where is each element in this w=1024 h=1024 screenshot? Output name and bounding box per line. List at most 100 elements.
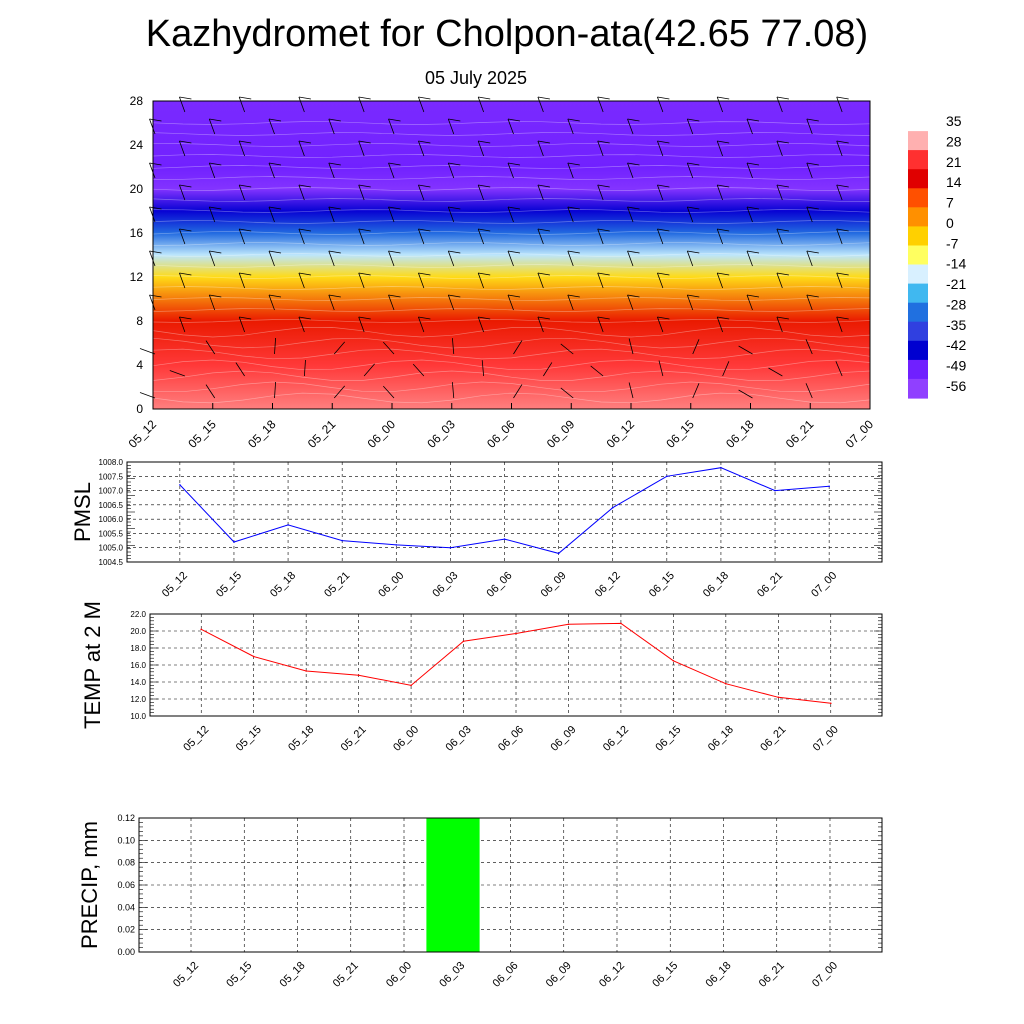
wind-barb-flag	[418, 272, 431, 276]
wind-barb	[418, 96, 425, 113]
pmsl-point	[341, 539, 344, 542]
colorbar-swatch	[908, 226, 928, 247]
wind-barb	[567, 162, 574, 179]
wind-barb-flag	[179, 316, 192, 320]
wind-barb-flag	[478, 140, 491, 144]
wind-barb	[537, 228, 544, 245]
x-tick-label: 06_18	[701, 570, 731, 600]
y-tick-label: 0.02	[117, 925, 135, 935]
contour-line	[152, 392, 871, 404]
wind-barb-flag	[657, 272, 670, 276]
wind-barb-flag	[298, 184, 311, 188]
wind-barb	[452, 338, 455, 355]
wind-barb	[388, 250, 395, 267]
wind-barb-flag	[507, 118, 521, 122]
contour-line	[152, 209, 871, 213]
wind-barb-flag	[776, 184, 789, 188]
wind-barb	[657, 96, 664, 113]
wind-barb-flag	[537, 228, 550, 232]
wind-barb	[537, 272, 544, 289]
wind-barb	[776, 184, 783, 201]
plot-frame	[149, 613, 883, 717]
y-tick-label: 0	[136, 402, 143, 416]
wind-barb-flag	[418, 96, 431, 100]
wind-barb-flag	[179, 272, 192, 276]
wind-barb-flag	[388, 294, 401, 298]
wind-barb	[806, 118, 813, 135]
x-tick-label: 06_12	[597, 960, 627, 990]
wind-barb	[716, 228, 724, 245]
wind-barb-flag	[478, 96, 491, 100]
wind-barb	[746, 250, 753, 267]
wind-barb-flag	[687, 118, 700, 122]
wind-barb-flag	[627, 118, 640, 122]
y-tick-label: 28	[130, 94, 144, 108]
colorbar-swatch	[908, 150, 928, 170]
x-tick-label: 06_09	[544, 417, 578, 451]
y-tick-label: 20	[130, 182, 144, 196]
wind-barb-flag	[567, 250, 580, 254]
x-tick-label: 06_12	[601, 724, 631, 754]
wind-barb	[179, 316, 186, 333]
contour-line	[152, 143, 871, 147]
wind-barb-flag	[388, 206, 401, 210]
wind-barb	[268, 118, 275, 135]
wind-barb-flag	[746, 250, 760, 254]
wind-barb-flag	[268, 206, 282, 210]
wind-barb	[208, 250, 216, 267]
x-tick-label: 05_18	[245, 417, 279, 451]
temp-point	[830, 702, 832, 705]
wind-barb-flag	[388, 250, 401, 254]
x-tick-label: 06_15	[650, 960, 680, 990]
wind-barb	[776, 96, 783, 113]
wind-barb	[627, 294, 634, 311]
wind-barb-flag	[507, 206, 521, 210]
wind-barb-flag	[657, 316, 670, 320]
contour-line	[152, 264, 871, 268]
wind-barb	[836, 272, 843, 289]
wind-barb-flag	[418, 140, 431, 144]
wind-barb-flag	[746, 294, 760, 298]
wind-barb	[627, 206, 634, 223]
wind-barb	[746, 118, 753, 135]
wind-barb	[208, 162, 216, 179]
wind-barb-flag	[268, 294, 282, 298]
wind-barb	[149, 206, 156, 223]
wind-barb	[274, 381, 276, 399]
wind-barb	[268, 206, 275, 223]
x-tick-label: 06_03	[430, 570, 460, 600]
wind-barb-flag	[239, 96, 252, 100]
x-tick-label: 05_12	[181, 724, 211, 754]
wind-barb	[657, 228, 664, 245]
x-tick-label: 05_21	[305, 417, 339, 451]
wind-barb	[418, 316, 425, 333]
colorbar-label: 21	[946, 154, 962, 170]
wind-barb	[179, 228, 186, 245]
colorbar-label: 14	[946, 174, 962, 190]
y-tick-label: 1007.0	[99, 487, 124, 496]
colorbar-swatch	[908, 321, 928, 342]
wind-barb	[328, 206, 335, 223]
contour-line	[152, 381, 871, 393]
x-tick-label: 06_06	[496, 724, 526, 754]
x-tick-label: 06_03	[437, 960, 467, 990]
wind-barb-flag	[328, 162, 341, 166]
wind-barb	[835, 361, 843, 377]
wind-barb	[746, 162, 753, 179]
wind-barb-flag	[149, 206, 162, 210]
wind-barb-flag	[567, 118, 580, 122]
temp-point	[357, 674, 360, 676]
x-tick-label: 05_12	[160, 570, 190, 600]
wind-barb-flag	[388, 118, 401, 122]
wind-barb	[358, 272, 365, 289]
wind-barb	[806, 162, 813, 179]
wind-barb-flag	[717, 184, 730, 188]
wind-barb-flag	[717, 228, 730, 232]
precip-axis-label: PRECIP, mm	[77, 821, 102, 949]
wind-barb	[658, 360, 664, 377]
wind-barb	[805, 383, 813, 399]
wind-barb	[149, 118, 156, 135]
pmsl-point	[287, 524, 289, 526]
pmsl-point	[611, 506, 614, 509]
wind-barb	[477, 228, 485, 245]
